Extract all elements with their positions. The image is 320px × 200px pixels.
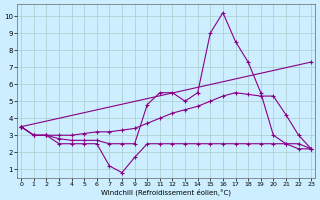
X-axis label: Windchill (Refroidissement éolien,°C): Windchill (Refroidissement éolien,°C) [101,188,231,196]
